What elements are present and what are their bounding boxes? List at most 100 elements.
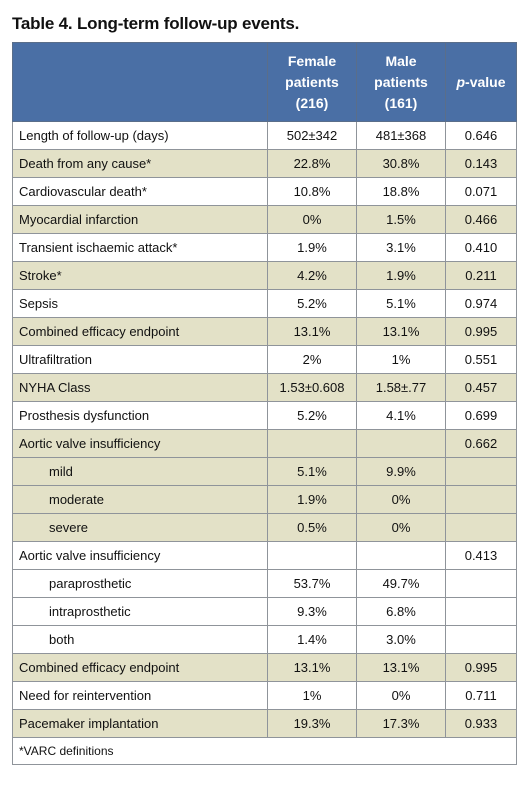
table-row: moderate 1.9% 0% [12,485,517,514]
row-label: Prosthesis dysfunction [12,401,268,430]
row-female-value: 5.2% [267,289,357,318]
row-label: Sepsis [12,289,268,318]
row-p-value [445,625,517,654]
row-female-value: 22.8% [267,149,357,178]
row-label: NYHA Class [12,373,268,402]
table-row: Sepsis 5.2% 5.1% 0.974 [12,289,517,318]
row-p-value [445,485,517,514]
row-female-value: 19.3% [267,709,357,738]
header-male: Male patients (161) [356,42,446,122]
row-label: Length of follow-up (days) [12,121,268,150]
row-female-value: 1.9% [267,485,357,514]
row-p-value: 0.995 [445,317,517,346]
row-label: Aortic valve insufficiency [12,541,268,570]
footnote-row: *VARC definitions [12,737,517,765]
row-male-value: 30.8% [356,149,446,178]
row-male-value: 1.58±.77 [356,373,446,402]
row-female-value: 1% [267,681,357,710]
row-male-value: 13.1% [356,317,446,346]
row-p-value: 0.211 [445,261,517,290]
row-male-value: 1% [356,345,446,374]
row-p-value [445,597,517,626]
table-container: Female patients (216) Male patients (161… [12,42,517,765]
row-p-value: 0.413 [445,541,517,570]
follow-up-table: Female patients (216) Male patients (161… [12,42,517,765]
row-female-value: 1.53±0.608 [267,373,357,402]
header-female-line3: (216) [295,94,329,111]
row-female-value: 2% [267,345,357,374]
row-female-value: 13.1% [267,653,357,682]
header-pvalue: p-value [445,42,517,122]
row-female-value: 5.1% [267,457,357,486]
row-label: both [12,625,268,654]
row-p-value: 0.662 [445,429,517,458]
row-p-value: 0.995 [445,653,517,682]
row-female-value: 10.8% [267,177,357,206]
row-p-value: 0.071 [445,177,517,206]
row-p-value: 0.646 [445,121,517,150]
row-p-value: 0.711 [445,681,517,710]
row-label: Myocardial infarction [12,205,268,234]
row-p-value: 0.551 [445,345,517,374]
row-p-value: 0.974 [445,289,517,318]
row-female-value: 13.1% [267,317,357,346]
row-male-value: 3.1% [356,233,446,262]
table-row: Length of follow-up (days) 502±342 481±368… [12,121,517,150]
table-row: paraprosthetic 53.7% 49.7% [12,569,517,598]
row-label: Combined efficacy endpoint [12,317,268,346]
row-female-value: 53.7% [267,569,357,598]
row-label: Need for reintervention [12,681,268,710]
row-p-value [445,457,517,486]
row-label: Pacemaker implantation [12,709,268,738]
row-label: mild [12,457,268,486]
row-male-value: 13.1% [356,653,446,682]
row-label: Aortic valve insufficiency [12,429,268,458]
header-blank [12,42,268,122]
row-female-value: 0.5% [267,513,357,542]
row-male-value: 18.8% [356,177,446,206]
row-male-value: 5.1% [356,289,446,318]
row-label: Combined efficacy endpoint [12,653,268,682]
row-p-value: 0.410 [445,233,517,262]
row-label: moderate [12,485,268,514]
row-male-value: 0% [356,485,446,514]
row-female-value: 9.3% [267,597,357,626]
table-row: Ultrafiltration 2% 1% 0.551 [12,345,517,374]
table-row: Aortic valve insufficiency 0.662 [12,429,517,458]
row-female-value [267,541,357,570]
table-row: mild 5.1% 9.9% [12,457,517,486]
table-row: NYHA Class 1.53±0.608 1.58±.77 0.457 [12,373,517,402]
table-row: Myocardial infarction 0% 1.5% 0.466 [12,205,517,234]
row-label: Ultrafiltration [12,345,268,374]
row-p-value: 0.457 [445,373,517,402]
header-male-line3: (161) [384,94,418,111]
table-row: Transient ischaemic attack* 1.9% 3.1% 0.410 [12,233,517,262]
row-female-value: 4.2% [267,261,357,290]
row-female-value: 5.2% [267,401,357,430]
table-row: Combined efficacy endpoint 13.1% 13.1% 0.99… [12,317,517,346]
table-row: Stroke* 4.2% 1.9% 0.211 [12,261,517,290]
table-body: Length of follow-up (days) 502±342 481±368… [12,121,517,738]
header-female-line2: patients [285,73,339,90]
row-male-value: 17.3% [356,709,446,738]
table-row: Prosthesis dysfunction 5.2% 4.1% 0.699 [12,401,517,430]
row-female-value: 1.4% [267,625,357,654]
header-male-line2: patients [374,73,428,90]
header-female: Female patients (216) [267,42,357,122]
row-female-value: 1.9% [267,233,357,262]
row-p-value: 0.143 [445,149,517,178]
table-row: Pacemaker implantation 19.3% 17.3% 0.933 [12,709,517,738]
row-p-value [445,569,517,598]
row-p-value: 0.933 [445,709,517,738]
row-male-value: 1.9% [356,261,446,290]
row-female-value [267,429,357,458]
row-male-value: 3.0% [356,625,446,654]
row-male-value: 1.5% [356,205,446,234]
table-row: intraprosthetic 9.3% 6.8% [12,597,517,626]
table-row: Combined efficacy endpoint 13.1% 13.1% 0.99… [12,653,517,682]
row-label: Stroke* [12,261,268,290]
header-male-line1: Male [385,52,417,69]
header-row: Female patients (216) Male patients (161… [12,42,517,122]
header-pvalue-p: p [456,73,466,90]
row-p-value [445,513,517,542]
